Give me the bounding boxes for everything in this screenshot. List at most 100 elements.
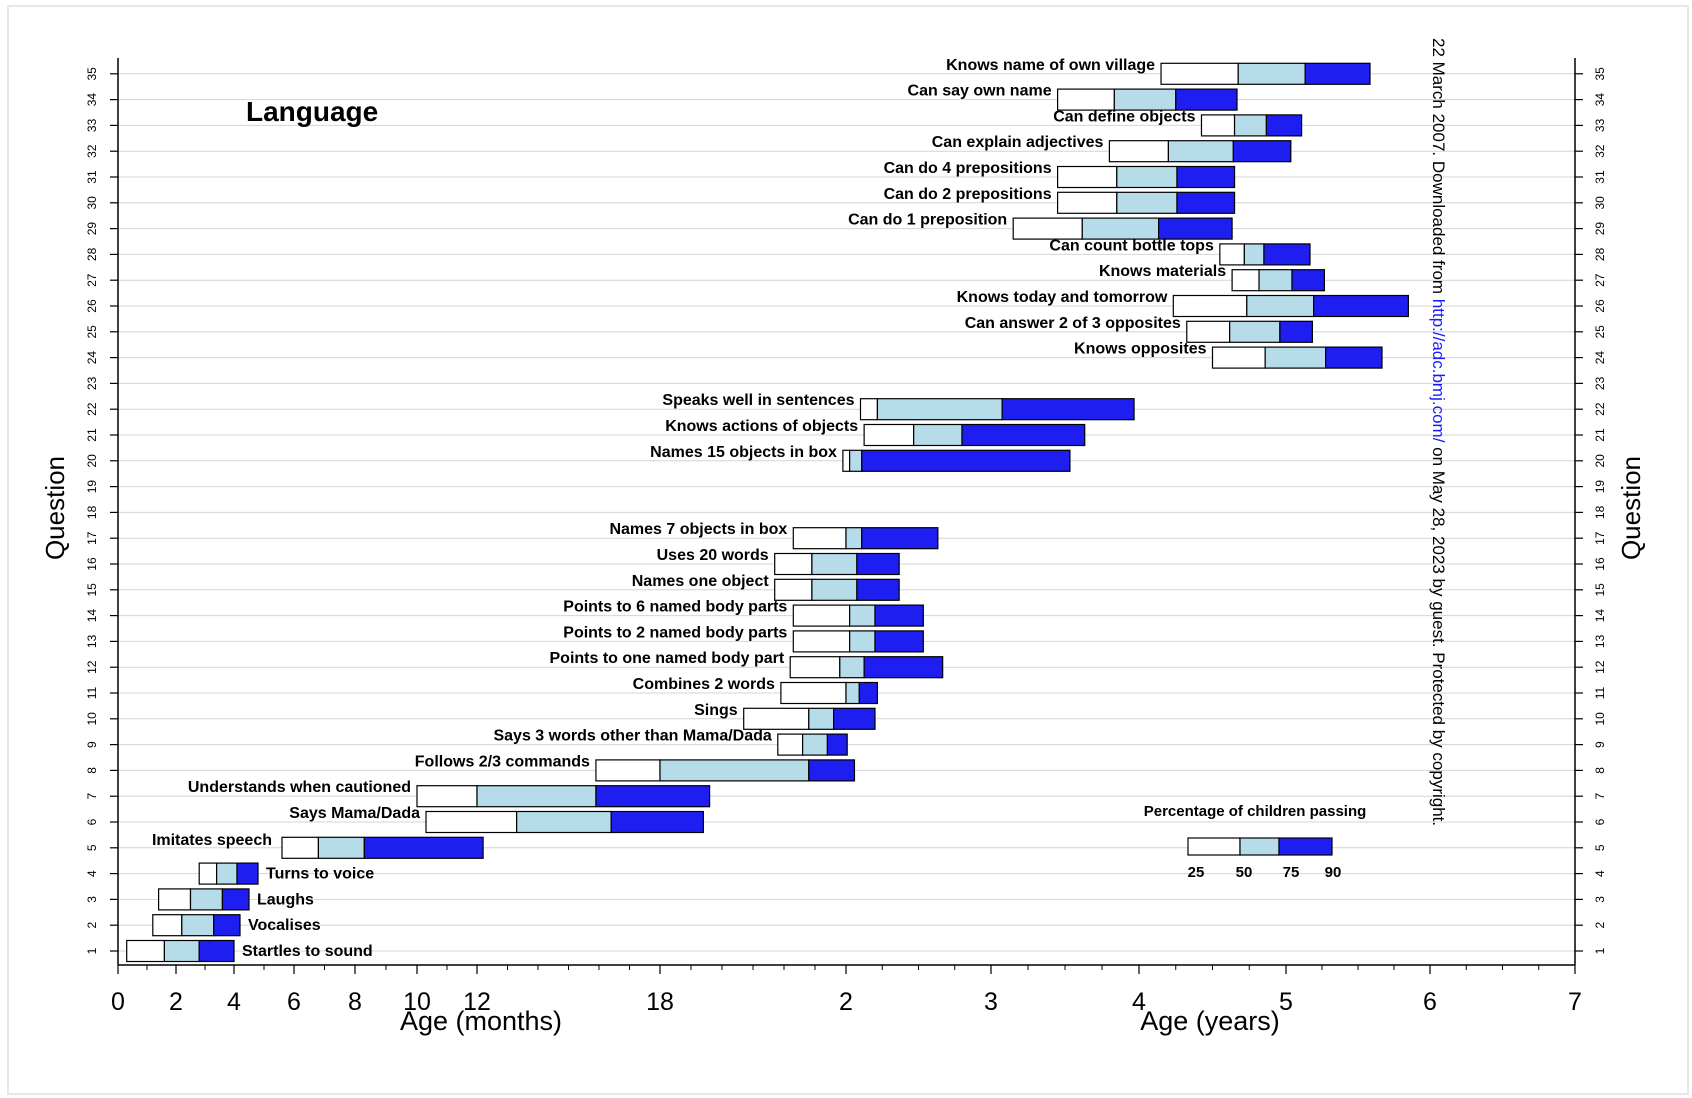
bar-segment-25-50-q21 xyxy=(863,423,915,447)
bar-label-q30: Can do 2 prepositions xyxy=(884,186,1052,203)
bar-segment-50-75-q27 xyxy=(1258,269,1293,292)
bar-label-q22: Speaks well in sentences xyxy=(662,392,854,409)
y-tick-label-left-2: 2 xyxy=(85,922,99,929)
bar-segment-75-90-q32 xyxy=(1232,140,1292,163)
bar-segment-50-75-q16 xyxy=(811,552,858,576)
bar-segment-75-90-q25 xyxy=(1279,320,1314,343)
y-tick-label-left-22: 22 xyxy=(85,402,99,416)
bar-segment-25-50-q5 xyxy=(281,836,320,859)
x-tick-label-month-12: 12 xyxy=(463,988,491,1016)
bar-label-q2: Vocalises xyxy=(248,917,321,934)
y-tick-label-left-27: 27 xyxy=(85,273,99,287)
bar-q28 xyxy=(1219,243,1311,266)
bar-q32 xyxy=(1108,140,1292,163)
bar-label-q34: Can say own name xyxy=(908,83,1052,100)
x-tick-label-month-4: 4 xyxy=(227,988,241,1016)
bar-segment-50-75-q14 xyxy=(849,604,876,627)
y-tick-label-left-26: 26 xyxy=(85,299,99,313)
bar-segment-75-90-q27 xyxy=(1291,269,1326,292)
bar-q34 xyxy=(1056,88,1238,111)
bar-segment-25-50-q28 xyxy=(1219,243,1245,266)
bar-q17 xyxy=(792,527,939,550)
legend-swatch-0 xyxy=(1187,837,1241,856)
bar-segment-25-50-q24 xyxy=(1211,346,1266,369)
legend-label-90: 90 xyxy=(1325,864,1342,881)
x-tick-label-month-18: 18 xyxy=(646,988,674,1016)
bar-segment-25-50-q6 xyxy=(425,810,518,834)
bar-q3 xyxy=(158,888,250,911)
bar-label-q13: Points to 2 named body parts xyxy=(563,624,787,641)
bar-segment-50-75-q29 xyxy=(1081,217,1160,240)
bar-segment-25-50-q13 xyxy=(792,630,851,653)
y-tick-label-left-13: 13 xyxy=(85,634,99,648)
bar-segment-75-90-q30 xyxy=(1176,191,1236,214)
y-tick-label-right-30: 30 xyxy=(1593,196,1607,210)
bar-segment-75-90-q1 xyxy=(198,939,235,963)
bar-label-q16: Uses 20 words xyxy=(657,547,769,564)
bar-segment-50-75-q31 xyxy=(1116,165,1178,189)
bar-segment-25-50-q31 xyxy=(1056,165,1118,189)
bar-segment-25-50-q32 xyxy=(1108,140,1170,163)
bar-segment-75-90-q31 xyxy=(1176,165,1236,189)
bar-segment-75-90-q26 xyxy=(1312,294,1409,318)
y-tick-label-left-12: 12 xyxy=(85,660,99,674)
bar-segment-25-50-q9 xyxy=(777,733,804,756)
bar-segment-75-90-q14 xyxy=(874,604,924,627)
bar-segment-25-50-q2 xyxy=(152,914,183,937)
bar-label-q24: Knows opposites xyxy=(1074,341,1207,358)
y-tick-label-right-13: 13 xyxy=(1593,634,1607,648)
y-tick-label-right-28: 28 xyxy=(1593,247,1607,261)
bar-segment-25-50-q26 xyxy=(1172,294,1248,318)
y-tick-label-left-17: 17 xyxy=(85,531,99,545)
bar-label-q27: Knows materials xyxy=(1099,263,1226,280)
y-tick-label-left-6: 6 xyxy=(85,818,99,825)
y-tick-label-right-25: 25 xyxy=(1593,325,1607,339)
y-tick-label-left-9: 9 xyxy=(85,741,99,748)
bar-label-q14: Points to 6 named body parts xyxy=(563,599,787,616)
bar-segment-75-90-q20 xyxy=(861,449,1071,472)
bar-label-q8: Follows 2/3 commands xyxy=(415,753,590,770)
y-tick-label-right-33: 33 xyxy=(1593,118,1607,132)
y-tick-label-left-5: 5 xyxy=(85,844,99,851)
bar-segment-50-75-q2 xyxy=(181,914,215,937)
bar-q8 xyxy=(595,759,856,782)
bar-label-q31: Can do 4 prepositions xyxy=(884,160,1052,177)
bar-segment-75-90-q22 xyxy=(1001,398,1135,421)
bar-segment-25-50-q7 xyxy=(416,785,478,808)
bar-label-q29: Can do 1 preposition xyxy=(848,212,1007,229)
x-tick-label-month-8: 8 xyxy=(348,988,362,1016)
bar-q14 xyxy=(792,604,924,627)
bar-segment-75-90-q17 xyxy=(861,527,939,550)
bar-segment-50-75-q10 xyxy=(808,707,835,730)
bar-label-q26: Knows today and tomorrow xyxy=(957,289,1168,306)
bar-q24 xyxy=(1211,346,1383,369)
y-tick-label-left-7: 7 xyxy=(85,793,99,800)
bar-q15 xyxy=(774,578,900,601)
bar-segment-75-90-q11 xyxy=(858,681,879,705)
x-axis-title-months: Age (months) xyxy=(400,1006,562,1036)
y-tick-label-left-31: 31 xyxy=(85,170,99,184)
legend-swatch-2 xyxy=(1278,837,1333,856)
bar-segment-75-90-q16 xyxy=(856,552,900,576)
download-notice-link[interactable]: http://adc.bmj.com/ xyxy=(1429,298,1448,443)
bar-label-q17: Names 7 objects in box xyxy=(609,521,787,538)
x-tick-label-month-0: 0 xyxy=(111,988,125,1016)
y-tick-label-right-10: 10 xyxy=(1593,712,1607,726)
bar-segment-75-90-q10 xyxy=(832,707,876,730)
bar-segment-50-75-q6 xyxy=(516,810,612,834)
bar-segment-25-50-q33 xyxy=(1200,114,1236,137)
bar-segment-75-90-q5 xyxy=(363,836,484,859)
bar-segment-75-90-q9 xyxy=(826,733,848,756)
bar-q27 xyxy=(1231,269,1326,292)
bar-segment-75-90-q24 xyxy=(1324,346,1383,369)
bar-segment-25-50-q22 xyxy=(859,398,879,421)
bar-label-q5: Imitates speech xyxy=(152,832,272,849)
bar-segment-75-90-q8 xyxy=(808,759,856,782)
bar-segment-75-90-q35 xyxy=(1304,62,1371,85)
bar-segment-50-75-q5 xyxy=(317,836,365,859)
download-notice: 22 March 2007. Downloaded from http://ad… xyxy=(1428,38,1448,826)
bar-segment-50-75-q34 xyxy=(1113,88,1177,111)
y-tick-label-right-23: 23 xyxy=(1593,376,1607,390)
bar-segment-75-90-q21 xyxy=(961,423,1086,447)
